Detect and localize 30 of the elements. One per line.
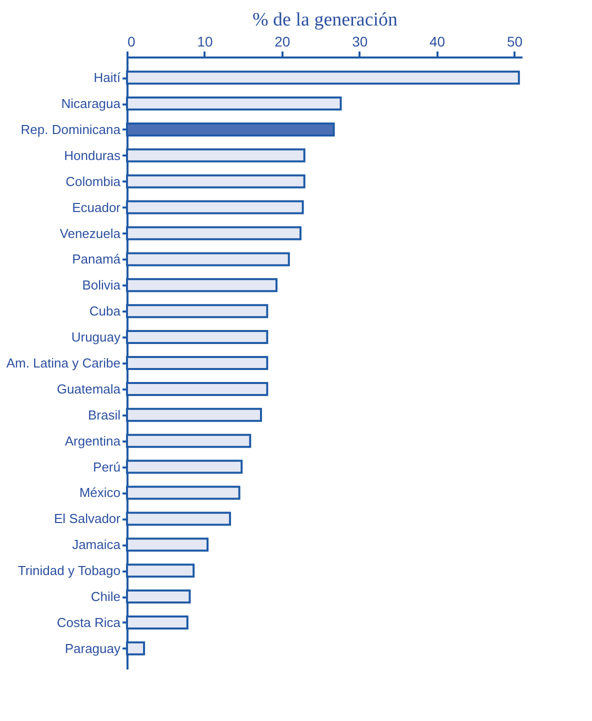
y-tick-label: Bolivia (82, 278, 122, 293)
y-tick-label: Brasil (88, 407, 121, 422)
y-tick-label: El Salvador (54, 511, 122, 526)
y-tick-label: Jamaica (72, 537, 122, 552)
y-tick-label: Honduras (64, 148, 121, 163)
y-tick-label: Uruguay (71, 330, 121, 345)
x-tick-label: 0 (128, 34, 136, 50)
x-axis-title: % de la generación (252, 10, 398, 30)
y-tick-label: Cuba (89, 304, 122, 319)
y-tick-label: Guatemala (56, 381, 122, 396)
y-tick-label: Ecuador (72, 200, 122, 215)
x-tick-label: 50 (506, 34, 523, 50)
y-tick-label: Rep. Dominicana (20, 122, 122, 137)
y-tick-label: Costa Rica (56, 614, 122, 630)
x-tick-label: 10 (197, 34, 213, 50)
y-tick-label: Haití (94, 70, 121, 86)
y-tick-label: Trinidad y Tobago (18, 563, 120, 578)
y-tick-label: Panamá (72, 252, 122, 267)
y-tick-label: Venezuela (60, 226, 122, 241)
x-tick-label: 30 (352, 34, 368, 50)
y-tick-label: México (79, 485, 120, 500)
y-tick-label: Paraguay (64, 640, 121, 656)
y-tick-label: Colombia (66, 174, 122, 189)
y-tick-label: Am. Latina y Caribe (6, 356, 120, 370)
y-tick-label: Nicaragua (61, 96, 122, 112)
y-tick-label: Chile (90, 589, 120, 604)
y-tick-label: Perú (93, 459, 120, 474)
y-tick-label: Argentina (64, 433, 122, 448)
x-tick-label: 20 (274, 34, 290, 50)
x-tick-label: 40 (430, 34, 446, 50)
